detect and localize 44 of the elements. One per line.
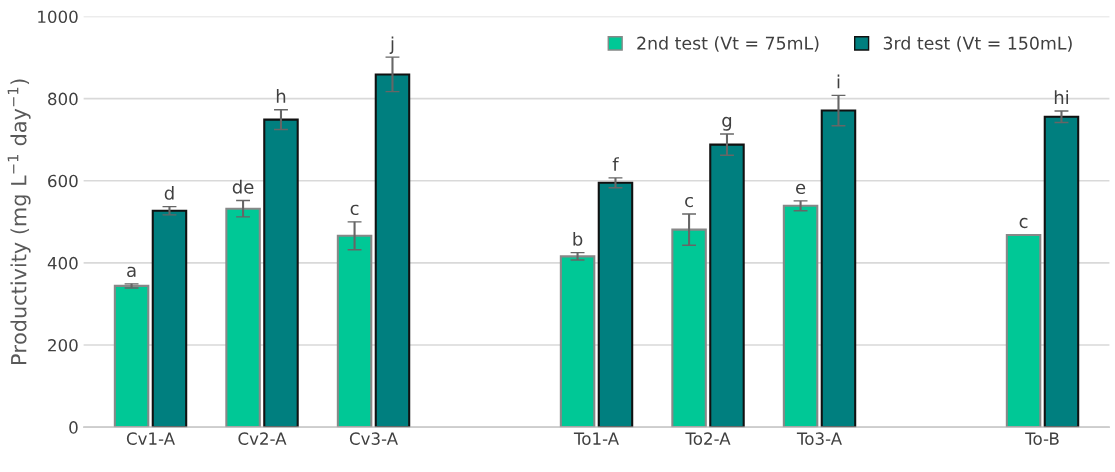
data-label: g bbox=[722, 116, 732, 131]
x-tick-label: To-B bbox=[1025, 432, 1059, 445]
legend-label: 2nd test (Vt = 75mL) bbox=[637, 36, 819, 52]
data-label: a bbox=[127, 266, 136, 278]
data-label: b bbox=[573, 231, 583, 246]
x-tick-label: Cv3-A bbox=[349, 432, 398, 445]
bar bbox=[1005, 233, 1042, 428]
data-label: h bbox=[276, 88, 286, 103]
y-tick-label: 0 bbox=[69, 421, 78, 434]
bar bbox=[820, 109, 857, 428]
data-label: c bbox=[1019, 217, 1028, 229]
bar bbox=[225, 207, 261, 428]
bar bbox=[336, 234, 373, 428]
legend-label: 3rd test (Vt = 150mL) bbox=[883, 36, 1072, 52]
y-tick-label: 200 bbox=[48, 338, 78, 352]
bar bbox=[709, 143, 745, 428]
x-tick-label: Cv1-A bbox=[126, 432, 175, 445]
data-label: d bbox=[164, 185, 174, 200]
data-label: e bbox=[796, 183, 806, 195]
y-tick-label: 600 bbox=[48, 174, 78, 188]
bar bbox=[113, 284, 150, 428]
data-label: hi bbox=[1054, 90, 1069, 104]
x-tick-label: Cv2-A bbox=[238, 432, 287, 445]
data-label: i bbox=[837, 74, 840, 89]
x-tick-label: To3-A bbox=[796, 432, 842, 445]
bar bbox=[263, 118, 299, 428]
data-label: de bbox=[232, 179, 254, 194]
x-tick-label: To2-A bbox=[685, 432, 731, 445]
y-tick-label: 1000 bbox=[38, 10, 78, 24]
x-tick-label: To1-A bbox=[573, 432, 619, 445]
bar bbox=[1043, 115, 1080, 428]
data-label: c bbox=[350, 204, 359, 216]
y-tick-label: 400 bbox=[47, 256, 78, 270]
bar bbox=[151, 209, 188, 428]
data-label: f bbox=[612, 157, 619, 171]
bar bbox=[597, 181, 634, 428]
bar bbox=[782, 204, 819, 428]
y-tick-label: 800 bbox=[48, 92, 78, 106]
data-label: c bbox=[685, 196, 693, 208]
bar bbox=[559, 255, 596, 428]
y-axis-title: Productivity (mg L$^{−1}$ day$^{−1}$) bbox=[7, 79, 31, 365]
data-label: j bbox=[389, 36, 394, 54]
bar bbox=[671, 228, 707, 428]
bar bbox=[374, 73, 411, 428]
